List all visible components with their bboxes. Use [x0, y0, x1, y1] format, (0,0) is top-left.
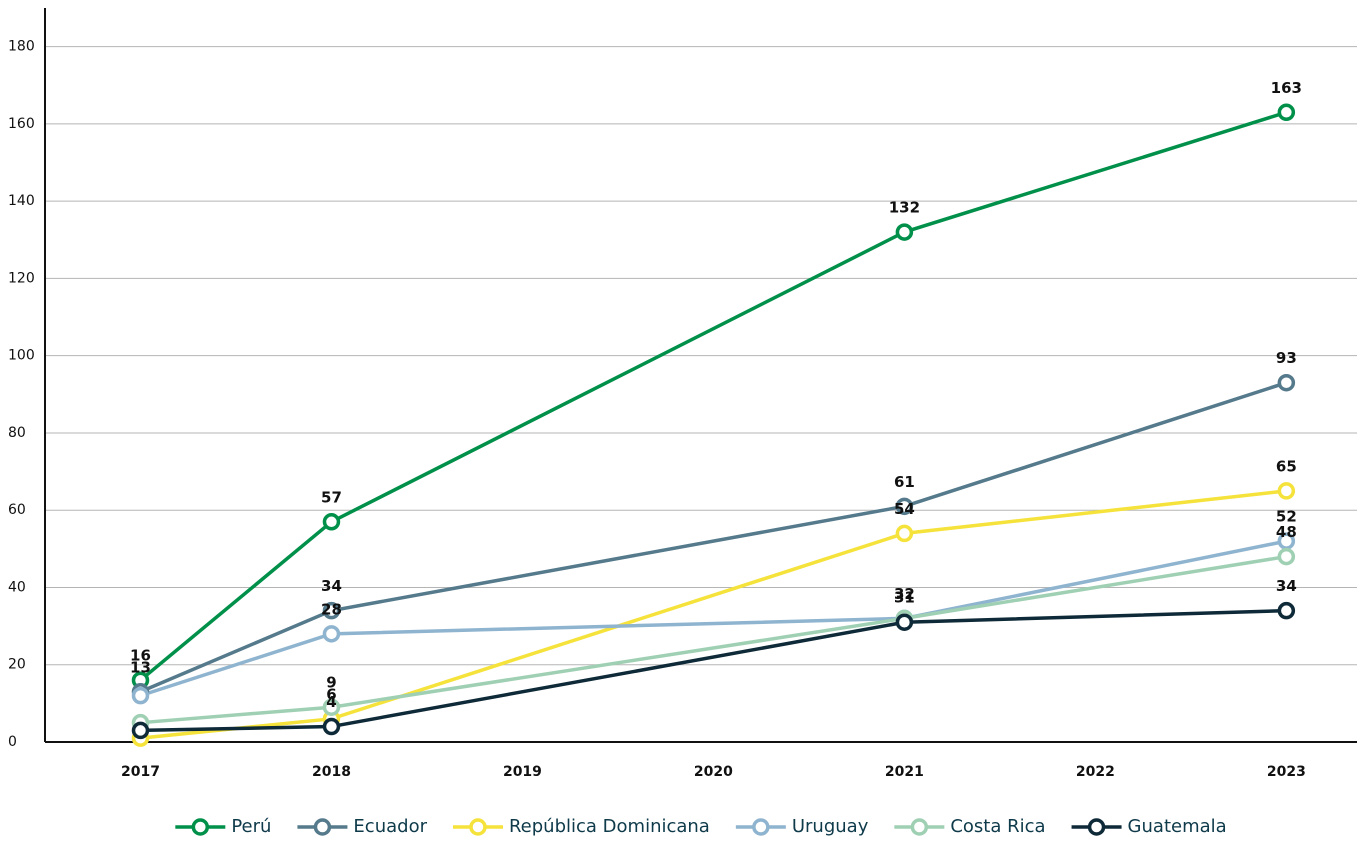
y-tick-label: 160	[8, 116, 35, 132]
legend-label: Uruguay	[792, 816, 869, 837]
data-label: 61	[894, 473, 915, 491]
x-tick-label: 2022	[1076, 764, 1115, 780]
data-label: 13	[130, 658, 151, 676]
data-label: 93	[1276, 349, 1297, 367]
data-label: 9	[326, 674, 336, 692]
data-label: 28	[321, 600, 342, 618]
series-line	[139, 539, 1287, 698]
data-point	[895, 223, 914, 241]
data-point	[322, 513, 341, 531]
data-label: 34	[1276, 577, 1297, 595]
legend-item: Perú	[175, 816, 271, 837]
data-label: 65	[1276, 457, 1297, 475]
y-tick-label: 20	[8, 657, 26, 673]
data-point	[131, 721, 150, 740]
data-point	[322, 698, 341, 716]
y-tick-label: 0	[8, 734, 17, 750]
data-point	[1277, 482, 1296, 500]
x-tick-label: 2020	[694, 764, 733, 780]
x-tick-label: 2021	[885, 764, 924, 780]
legend-marker	[469, 818, 487, 836]
y-tick-label: 140	[8, 193, 35, 209]
data-point	[1277, 601, 1296, 620]
legend-label: Perú	[231, 816, 271, 837]
legend-marker	[313, 818, 332, 836]
data-label: 32	[894, 585, 915, 603]
legend-marker	[1087, 818, 1106, 836]
data-label: 48	[1276, 523, 1297, 541]
legend-item: Uruguay	[735, 816, 869, 837]
data-point	[1277, 103, 1296, 122]
legend-item: República Dominicana	[452, 816, 710, 837]
data-point	[131, 686, 150, 705]
legend: Perú Ecuador República Dominicana Uruguay Co…	[175, 816, 1227, 837]
data-point	[895, 524, 914, 543]
legend-item: Costa Rica	[894, 816, 1046, 837]
data-label: 6	[326, 685, 336, 703]
data-label: 54	[894, 500, 915, 518]
data-label: 34	[321, 577, 342, 595]
data-label: 132	[889, 199, 920, 217]
data-point	[322, 601, 341, 620]
series-line	[139, 381, 1287, 694]
legend-label: Ecuador	[353, 816, 427, 837]
x-tick-label: 2018	[312, 764, 351, 780]
legend-label: Guatemala	[1128, 816, 1227, 837]
data-point	[1277, 373, 1296, 392]
legend-label: Costa Rica	[950, 816, 1045, 837]
y-tick-label: 40	[8, 579, 26, 595]
x-tick-label: 2023	[1267, 764, 1306, 780]
series-line	[140, 554, 1287, 725]
y-tick-label: 100	[8, 348, 35, 364]
legend-marker	[752, 818, 770, 836]
data-point	[895, 613, 914, 631]
data-label: 31	[894, 589, 915, 607]
data-label: 52	[1276, 508, 1297, 526]
data-label: 57	[321, 488, 342, 506]
data-point	[322, 625, 341, 643]
y-tick-label: 80	[8, 425, 26, 441]
data-label: 163	[1271, 79, 1302, 97]
data-point	[895, 497, 914, 516]
legend-label: República Dominicana	[509, 816, 710, 837]
y-tick-label: 60	[8, 502, 26, 518]
data-label: 4	[326, 693, 336, 711]
legend-item: Ecuador	[297, 816, 428, 837]
legend-item: Guatemala	[1071, 816, 1227, 837]
series-line	[139, 110, 1287, 682]
series-line	[140, 608, 1287, 733]
data-point	[1277, 547, 1296, 566]
data-point	[322, 717, 341, 736]
legend-marker	[910, 818, 929, 836]
y-tick-label: 120	[8, 270, 35, 286]
x-tick-label: 2019	[503, 764, 542, 780]
legend-marker	[191, 818, 210, 836]
x-tick-label: 2017	[121, 764, 160, 780]
y-tick-label: 180	[8, 39, 35, 55]
data-label: 16	[130, 647, 151, 665]
